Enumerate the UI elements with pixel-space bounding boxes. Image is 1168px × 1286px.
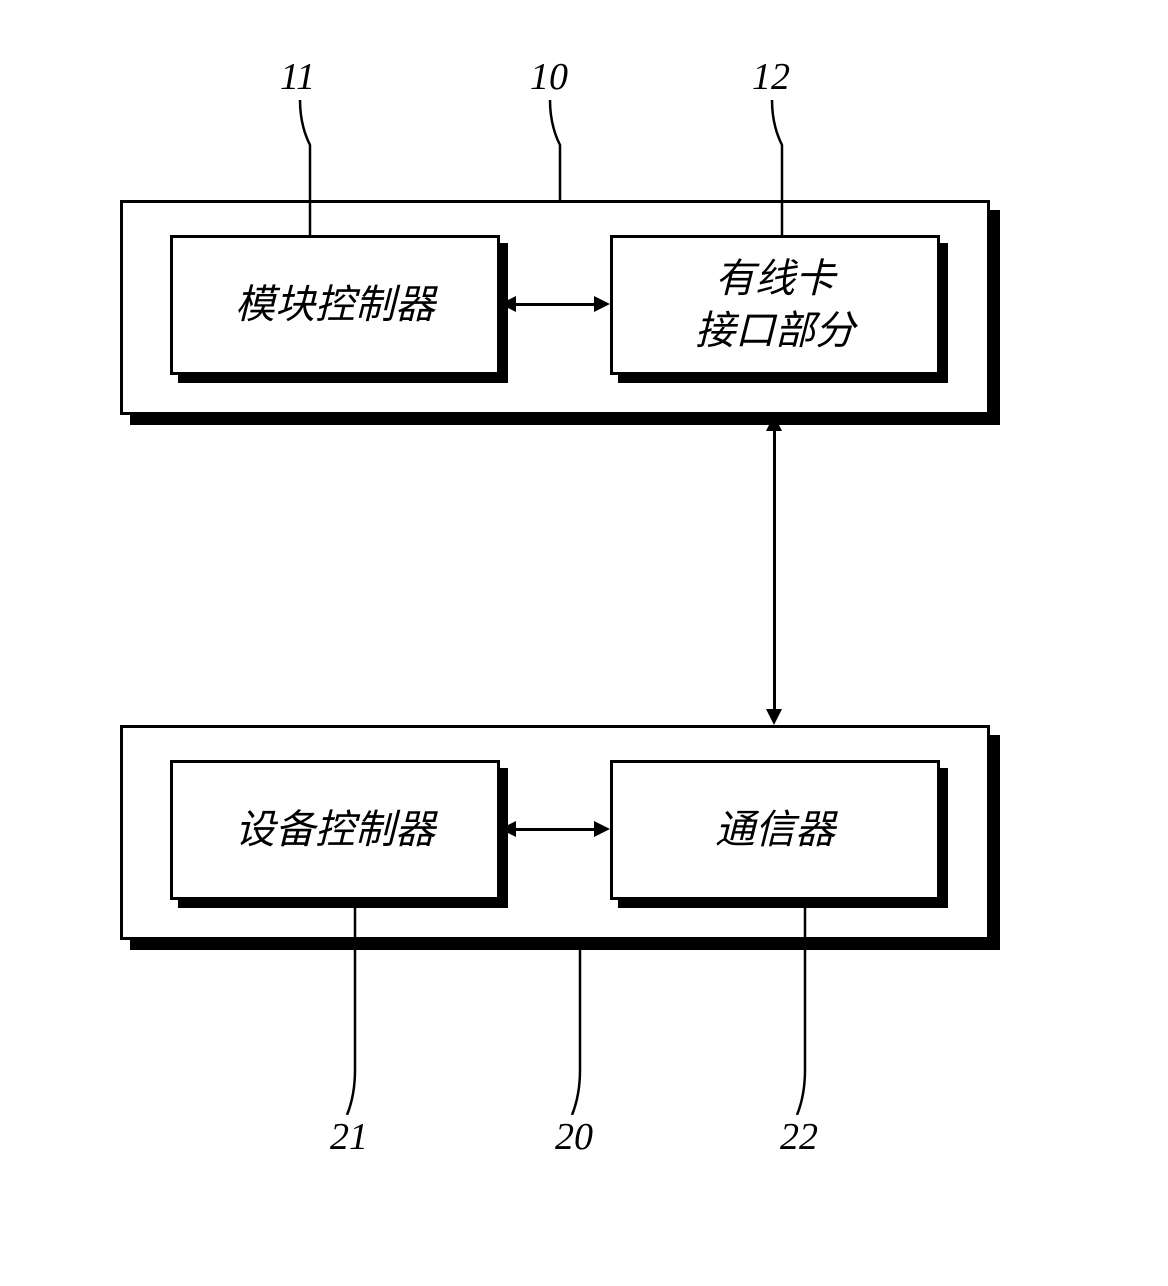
- arrow-12-22-top: [766, 415, 782, 431]
- node-11-label: 模块控制器: [235, 279, 435, 331]
- ref-label-12: 12: [752, 55, 790, 99]
- arrow-12-22-bottom: [766, 709, 782, 725]
- arrow-12-22-line: [773, 430, 776, 710]
- arrow-21-22-left: [500, 821, 516, 837]
- node-12-box: 有线卡 接口部分: [610, 235, 940, 375]
- node-11-box: 模块控制器: [170, 235, 500, 375]
- arrow-11-12-right: [594, 296, 610, 312]
- ref-label-20: 20: [555, 1115, 593, 1159]
- arrow-21-22-right: [594, 821, 610, 837]
- leader-21: [335, 900, 375, 1115]
- leader-20: [560, 940, 600, 1115]
- arrow-11-12-line: [515, 303, 595, 306]
- node-22-box: 通信器: [610, 760, 940, 900]
- leader-11: [290, 100, 330, 235]
- ref-label-22: 22: [780, 1115, 818, 1159]
- ref-label-11: 11: [280, 55, 315, 99]
- node-21-box: 设备控制器: [170, 760, 500, 900]
- leader-12: [762, 100, 802, 235]
- arrow-11-12-left: [500, 296, 516, 312]
- node-12-label: 有线卡 接口部分: [695, 253, 855, 357]
- node-21-label: 设备控制器: [235, 804, 435, 856]
- leader-22: [785, 900, 825, 1115]
- node-22-label: 通信器: [715, 804, 835, 856]
- arrow-21-22-line: [515, 828, 595, 831]
- leader-10: [540, 100, 580, 200]
- ref-label-10: 10: [530, 55, 568, 99]
- ref-label-21: 21: [330, 1115, 368, 1159]
